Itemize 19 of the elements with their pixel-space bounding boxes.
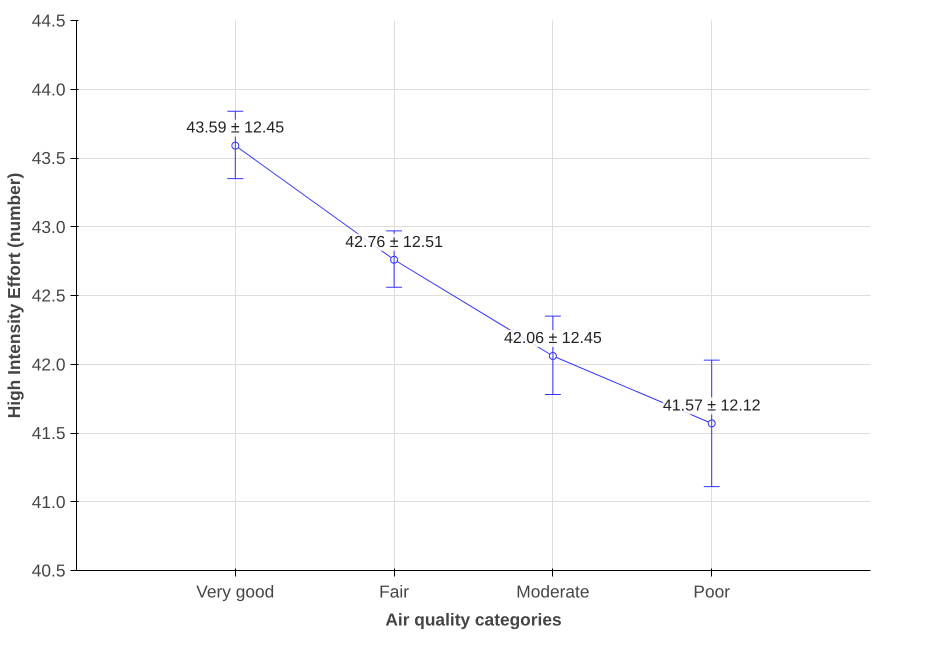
y-tick-label: 41.5 [32,423,66,443]
data-label: 43.59 ± 12.45 [186,120,284,137]
y-tick-label: 42.5 [32,286,66,306]
y-tick-label: 42.0 [32,354,66,374]
y-tick-label: 43.0 [32,216,66,237]
y-tick-label: 40.5 [32,560,66,580]
y-tick-label: 43.5 [32,148,66,168]
x-tick-label: Moderate [516,582,590,602]
x-tick-label: Poor [693,582,730,602]
y-tick-label: 44.5 [32,10,66,30]
x-tick-label: Very good [196,582,274,602]
data-label: 42.06 ± 12.45 [504,330,602,347]
data-label: 42.76 ± 12.51 [345,234,444,251]
x-tick-label: Fair [379,582,410,602]
x-axis-title: Air quality categories [385,610,562,630]
data-label: 41.57 ± 12.12 [662,397,761,414]
y-axis-title: High Intensity Effort (number) [4,172,24,418]
y-tick-label: 41.0 [32,492,66,512]
y-tick-label: 44.0 [32,79,66,100]
